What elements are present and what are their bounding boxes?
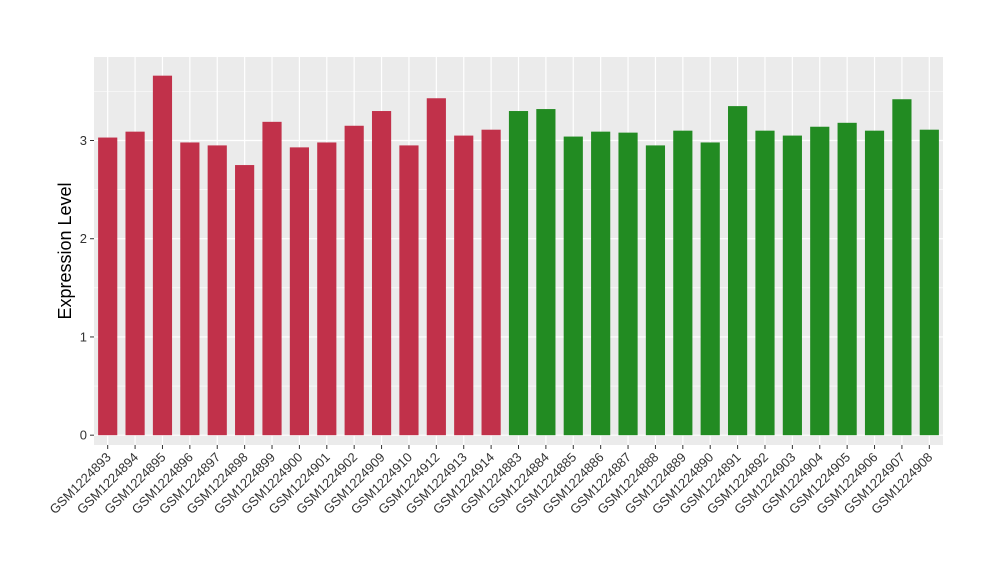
bar [235,165,255,436]
bar [481,129,501,436]
y-axis: 0 1 2 3 [80,133,94,443]
bar [180,142,200,436]
bar [563,136,583,436]
bar [125,131,145,436]
bar [454,135,474,436]
bar [892,99,912,436]
bar [536,109,556,436]
bar [618,132,638,436]
y-tick-label: 1 [80,329,87,344]
y-tick-label: 3 [80,133,87,148]
bar [344,125,364,436]
bar [98,137,118,436]
bar [673,130,693,436]
bar [755,130,775,436]
bar [152,75,173,436]
bar [289,147,309,436]
bar [700,142,720,436]
bar [508,111,529,436]
bar [317,142,337,436]
bars [98,75,939,436]
bar [399,145,419,436]
bar [919,129,939,436]
x-axis: GSM1224893GSM1224894GSM1224895GSM1224896… [46,445,935,517]
y-axis-title: Expression Level [55,182,75,319]
y-tick-label: 0 [80,428,87,443]
y-tick-label: 2 [80,231,87,246]
bar [591,131,611,436]
bar [728,106,748,436]
bar [426,98,446,436]
bar [837,122,857,436]
bar [810,126,830,436]
bar [864,130,885,436]
bar [207,145,227,436]
bar [262,121,282,436]
bar [645,145,666,436]
bar [782,135,802,436]
bar [371,111,392,436]
